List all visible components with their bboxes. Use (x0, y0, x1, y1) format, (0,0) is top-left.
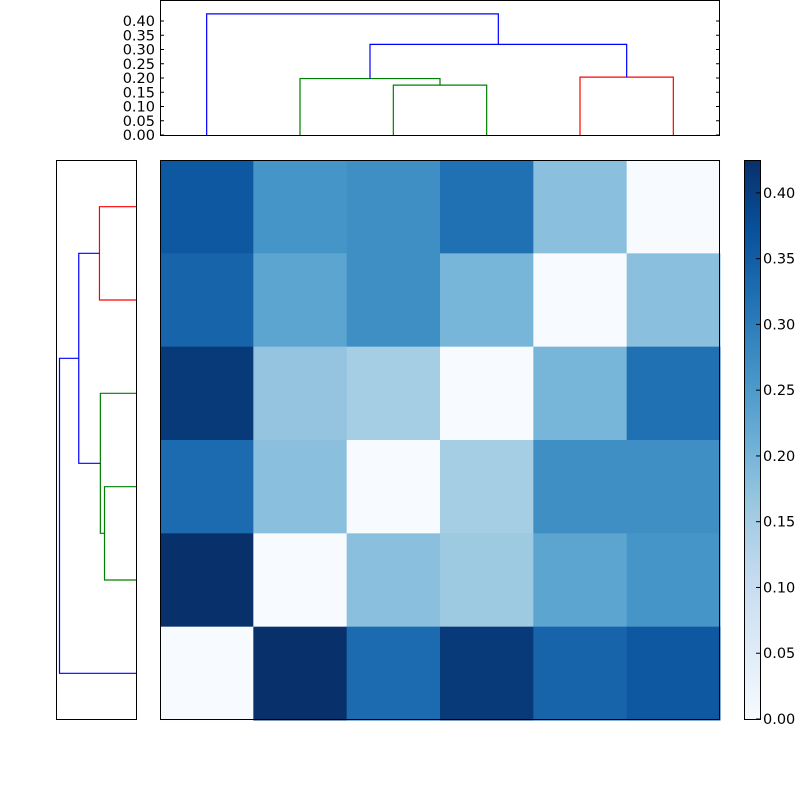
heatmap-cell (626, 253, 721, 348)
colorbar-tick-label: 0.40 (763, 186, 795, 202)
heatmap-cell (160, 440, 254, 534)
left-dendrogram-frame (56, 160, 137, 720)
dendrogram-link (206, 13, 499, 135)
y-tick-label: 0.05 (123, 114, 155, 130)
heatmap-cell (440, 346, 534, 441)
heatmap-cell (533, 440, 628, 534)
heatmap-cell (346, 440, 441, 534)
heatmap-cell (160, 346, 254, 441)
y-tick-label: 0.35 (123, 28, 155, 44)
heatmap-cell (253, 440, 348, 534)
heatmap-cell (346, 533, 441, 628)
heatmap-cell (346, 626, 441, 721)
colorbar-tick-label: 0.35 (763, 252, 795, 268)
heatmap-cell (440, 160, 534, 254)
heatmap-cell (626, 440, 721, 534)
y-tick-label: 0.10 (123, 100, 155, 116)
colorbar-tick-label: 0.20 (763, 449, 795, 465)
heatmap-frame (160, 160, 720, 720)
y-tick-label: 0.40 (123, 14, 155, 30)
y-tick-label: 0.25 (123, 57, 155, 73)
heatmap-cell (253, 533, 348, 628)
dendrogram-link (58, 357, 136, 674)
y-tick-label: 0.30 (123, 43, 155, 59)
heatmap-cell (440, 626, 534, 721)
heatmap-cell (440, 253, 534, 348)
heatmap-cell (440, 533, 534, 628)
y-tick-label: 0.15 (123, 85, 155, 101)
heatmap-cell (533, 533, 628, 628)
y-tick-label: 0.00 (123, 128, 155, 144)
colorbar-tick-label: 0.25 (763, 383, 795, 399)
heatmap-cell (626, 160, 721, 254)
heatmap-cell (533, 346, 628, 441)
left-dendrogram (58, 206, 136, 674)
heatmap-cell (346, 160, 441, 254)
heatmap-cell (440, 440, 534, 534)
colorbar-tick-label: 0.10 (763, 580, 795, 596)
y-tick-label: 0.20 (123, 71, 155, 87)
top-dendrogram-frame (160, 0, 720, 136)
heatmap-cell (160, 160, 254, 254)
heatmap-matrix (160, 160, 721, 721)
heatmap-cell (253, 346, 348, 441)
colorbar-ticks: 0.00 0.05 0.10 0.15 0.20 0.25 0.30 0.35 0.40 (756, 186, 795, 728)
heatmap-cell (346, 253, 441, 348)
heatmap-cell (626, 533, 721, 628)
colorbar-tick-label: 0.15 (763, 515, 795, 531)
heatmap-cell (346, 346, 441, 441)
heatmap-cell (626, 626, 721, 721)
heatmap-cell (160, 626, 254, 721)
heatmap-cell (533, 253, 628, 348)
top-dendrogram (206, 13, 674, 135)
heatmap-cell (253, 253, 348, 348)
heatmap-cell (533, 626, 628, 721)
heatmap-cell (626, 346, 721, 441)
heatmap-cell (533, 160, 628, 254)
heatmap-cell (160, 253, 254, 348)
heatmap-cell (253, 626, 348, 721)
colorbar (744, 160, 761, 720)
colorbar-tick-label: 0.05 (763, 646, 795, 662)
heatmap-cell (253, 160, 348, 254)
colorbar-tick-label: 0.00 (763, 712, 795, 728)
heatmap-cell (160, 533, 254, 628)
colorbar-tick-label: 0.30 (763, 317, 795, 333)
